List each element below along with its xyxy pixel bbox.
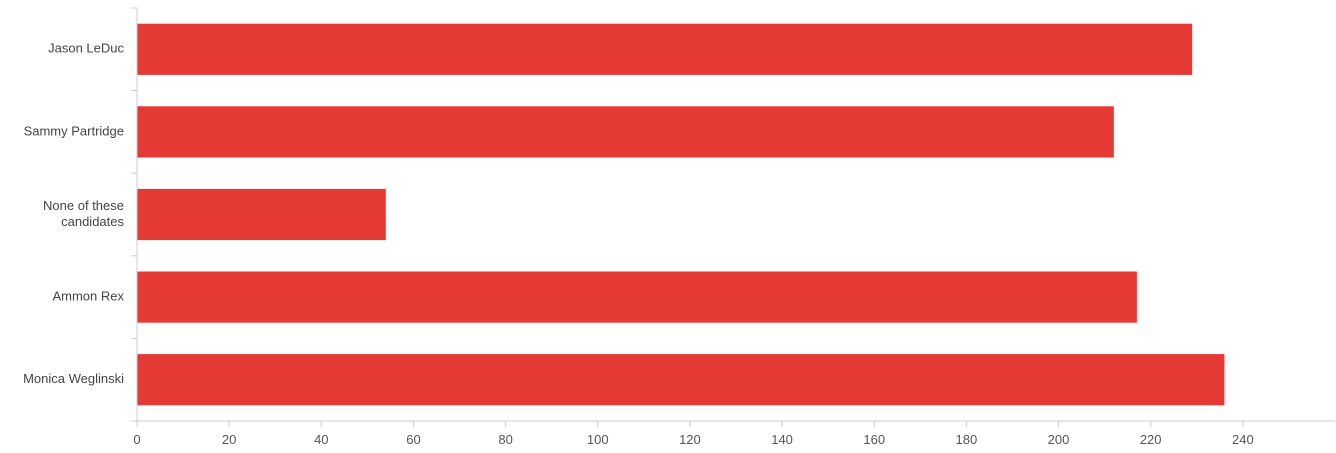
bar-none-of-these-candidates[interactable] — [137, 188, 386, 241]
x-tick-marks: 0 20 40 60 80 100 120 140 160 180 200 220 240 — [133, 421, 1254, 447]
bars-layer — [137, 23, 1225, 406]
bar-jason-leduc[interactable] — [137, 23, 1193, 75]
category-label-line: Ammon Rex — [52, 289, 124, 304]
category-label-line: None of these — [43, 198, 124, 213]
category-label-line: candidates — [61, 214, 124, 229]
bar-ammon-rex[interactable] — [137, 271, 1137, 323]
x-tick-label: 0 — [133, 432, 140, 447]
category-labels: Jason LeDuc Sammy Partridge None of these c… — [23, 41, 124, 386]
category-label-ammon-rex: Ammon Rex — [52, 289, 124, 304]
category-label-monica-weglinski: Monica Weglinski — [23, 371, 124, 386]
y-tick-marks — [131, 7, 137, 422]
category-label-none-of-these-candidates: None of these candidates — [43, 198, 124, 229]
x-tick-label: 220 — [1140, 432, 1162, 447]
x-tick-label: 180 — [956, 432, 978, 447]
bar-sammy-partridge[interactable] — [137, 106, 1114, 158]
x-tick-label: 40 — [314, 432, 328, 447]
x-tick-label: 80 — [498, 432, 512, 447]
x-tick-label: 20 — [222, 432, 236, 447]
category-label-jason-leduc: Jason LeDuc — [48, 41, 124, 56]
x-tick-label: 60 — [406, 432, 420, 447]
axes-layer — [136, 8, 1335, 422]
x-tick-label: 140 — [771, 432, 793, 447]
x-tick-label: 160 — [863, 432, 885, 447]
x-tick-label: 100 — [587, 432, 609, 447]
x-tick-label: 120 — [679, 432, 701, 447]
category-label-line: Jason LeDuc — [48, 41, 124, 56]
category-label-line: Sammy Partridge — [24, 123, 124, 138]
category-label-line: Monica Weglinski — [23, 371, 124, 386]
category-label-sammy-partridge: Sammy Partridge — [24, 123, 124, 138]
bar-monica-weglinski[interactable] — [137, 354, 1225, 406]
x-tick-label: 200 — [1048, 432, 1070, 447]
x-tick-label: 240 — [1232, 432, 1254, 447]
